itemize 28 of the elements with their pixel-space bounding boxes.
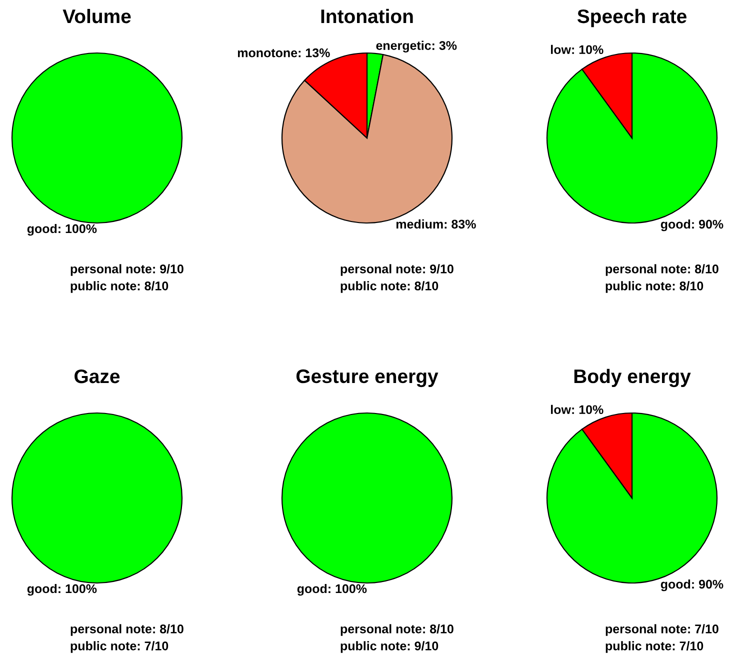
chart-title: Body energy	[574, 368, 691, 388]
text: personal note: 9/10	[70, 264, 184, 276]
text: personal note: 7/10	[606, 624, 718, 636]
text: personal note: 8/10	[340, 624, 454, 636]
text: public note: 8/10	[70, 281, 168, 293]
chart-title: Speech rate	[577, 8, 686, 28]
slice-label: low: 10%	[551, 44, 604, 54]
chart-title: Gaze	[74, 369, 120, 384]
slice-label: monotone: 13%	[238, 48, 330, 58]
text: public note: 9/10	[340, 641, 438, 653]
text: public note: 8/10	[606, 281, 704, 293]
slice-label: good: 90%	[660, 219, 724, 232]
text: personal note: 8/10	[70, 624, 184, 636]
chart-title: Intonation	[321, 8, 413, 24]
slice-label: good: 100%	[27, 224, 97, 236]
chart-title: Gesture energy	[296, 369, 438, 388]
text: personal note: 9/10	[340, 264, 454, 276]
chart-title: Volume	[62, 8, 131, 24]
text: public note: 7/10	[606, 641, 704, 653]
slice-label: medium: 83%	[396, 219, 476, 229]
slice-label: good: 100%	[297, 584, 367, 596]
slice-label: good: 90%	[660, 579, 724, 592]
text: public note: 7/10	[70, 641, 168, 653]
text: public note: 8/10	[340, 281, 438, 293]
slice-label: energetic: 3%	[376, 40, 457, 52]
text: personal note: 8/10	[606, 264, 718, 276]
slice-label: good: 100%	[27, 584, 97, 596]
slice-label: low: 10%	[551, 404, 604, 414]
